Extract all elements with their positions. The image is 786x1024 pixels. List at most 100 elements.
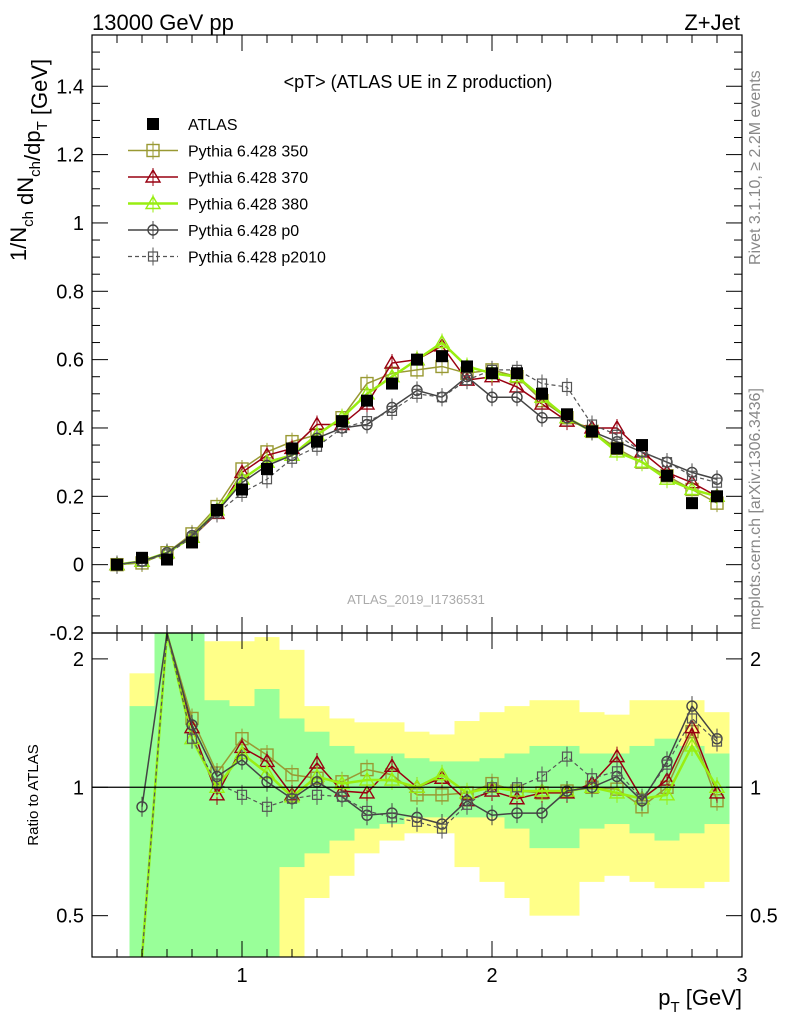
upper-ylabel-part: /dp — [20, 130, 45, 161]
upper-point-atlas — [561, 408, 573, 421]
upper-point-atlas — [511, 367, 523, 380]
upper-point-p2010 — [686, 470, 698, 481]
upper-point-atlas — [686, 497, 698, 510]
ratio-point-p380 — [433, 766, 451, 781]
ratio-point-p2010 — [211, 778, 223, 789]
upper-point-atlas — [361, 394, 373, 407]
upper-point-p0 — [536, 412, 548, 424]
upper-point-atlas — [236, 483, 248, 496]
upper-point-p380 — [433, 334, 451, 349]
legend: ATLAS Pythia 6.428 350 Pythia 6.428 370 Pyt… — [128, 117, 326, 267]
upper-point-p2010 — [711, 477, 723, 488]
ratio-point-p2010 — [261, 801, 273, 812]
upper-point-p380 — [683, 481, 701, 496]
upper-ytick-label: 1.4 — [56, 76, 84, 98]
legend-marker-p0 — [147, 224, 159, 236]
ratio-panel-series — [136, 633, 726, 957]
upper-ytick-label: 0 — [73, 555, 84, 577]
ratio-ylabel: Ratio to ATLAS — [25, 744, 42, 845]
ratio-point-p380 — [358, 771, 376, 786]
upper-point-atlas — [536, 387, 548, 400]
ratio-point-p0 — [511, 807, 523, 819]
upper-point-p2010 — [611, 429, 623, 440]
legend-marker-p380 — [144, 195, 162, 210]
ratio-point-p0 — [561, 785, 573, 797]
upper-point-p2010 — [661, 457, 673, 468]
ratio-ytick-label: 0.5 — [56, 906, 84, 928]
upper-ytick-label: -0.2 — [50, 623, 84, 645]
ratio-point-p370 — [358, 784, 376, 799]
ratio-point-p2010 — [186, 733, 198, 744]
upper-point-atlas — [611, 442, 623, 455]
ratio-point-p2010 — [661, 759, 673, 770]
ratio-point-p380 — [683, 737, 701, 752]
upper-point-atlas — [636, 439, 648, 452]
ratio-point-p2010 — [461, 799, 473, 810]
upper-point-atlas — [586, 425, 598, 438]
upper-point-atlas — [211, 503, 223, 516]
legend-marker-atlas — [147, 118, 159, 130]
upper-point-atlas — [311, 435, 323, 448]
ratio-point-p380 — [408, 778, 426, 793]
upper-ytick-label: 0.8 — [56, 281, 84, 303]
ratio-point-p380 — [383, 771, 401, 786]
ratio-xtick-label: 2 — [486, 965, 497, 987]
ratio-xtick-label: 3 — [736, 965, 747, 987]
upper-point-atlas — [386, 377, 398, 390]
ratio-point-p370 — [683, 719, 701, 734]
upper-ylabel-part: ch — [27, 161, 44, 177]
upper-ytick-label: 0.2 — [56, 486, 84, 508]
upper-ylabel-part: ch — [20, 211, 37, 227]
ratio-point-p2010 — [636, 793, 648, 804]
xlabel-part: [GeV] — [680, 985, 742, 1010]
ratio-point-p2010 — [711, 736, 723, 747]
upper-point-p2010 — [461, 375, 473, 386]
ratio-point-p2010 — [286, 793, 298, 804]
legend-label-p0: Pythia 6.428 p0 — [188, 223, 299, 240]
legend-label-atlas: ATLAS — [188, 117, 238, 134]
legend-label-p380: Pythia 6.428 380 — [188, 197, 308, 214]
ratio-ytick-label-right: 1 — [750, 777, 761, 799]
ratio-point-p0 — [536, 807, 548, 819]
upper-point-atlas — [136, 551, 148, 564]
upper-point-p2010 — [561, 381, 573, 393]
upper-ytick-label: 0.6 — [56, 350, 84, 372]
ratio-xtick-label: 1 — [236, 965, 247, 987]
upper-point-atlas — [286, 442, 298, 455]
rivet-label: Rivet 3.1.10, ≥ 2.2M events — [747, 70, 764, 265]
upper-point-atlas — [461, 360, 473, 373]
band-inner-bin — [254, 688, 280, 957]
header-right: Z+Jet — [684, 10, 740, 35]
ratio-ytick-label: 2 — [73, 649, 84, 671]
upper-point-atlas — [186, 536, 198, 549]
upper-point-atlas — [436, 350, 448, 363]
upper-ytick-label: 1 — [73, 213, 84, 235]
ratio-point-p2010 — [611, 766, 623, 777]
ratio-point-p370 — [208, 786, 226, 801]
xlabel: pT [GeV] — [658, 985, 742, 1016]
upper-point-atlas — [486, 367, 498, 380]
upper-point-p0 — [486, 391, 498, 403]
ratio-ytick-label-right: 2 — [750, 649, 761, 671]
plot-title: <pT> (ATLAS UE in Z production) — [284, 72, 553, 92]
upper-point-atlas — [661, 469, 673, 482]
ratio-point-p350 — [285, 768, 299, 782]
upper-point-p2010 — [436, 392, 448, 403]
ratio-point-p380 — [608, 784, 626, 799]
ratio-point-p2010 — [561, 751, 573, 762]
legend-label-p350: Pythia 6.428 350 — [188, 144, 308, 161]
upper-point-p2010 — [361, 416, 373, 427]
ratio-point-p380 — [533, 782, 551, 797]
ratio-point-p2010 — [336, 791, 348, 802]
ratio-point-p2010 — [536, 771, 548, 782]
ratio-point-p350 — [435, 788, 449, 802]
legend-marker-p370 — [144, 168, 162, 183]
upper-point-p380 — [633, 453, 651, 468]
ratio-point-p2010 — [386, 812, 398, 823]
ratio-point-p2010 — [236, 789, 248, 800]
band-inner-bin — [154, 633, 180, 957]
legend-marker-p2010 — [147, 251, 159, 262]
upper-ylabel-part: dN — [13, 177, 38, 211]
ratio-point-p2010 — [361, 805, 373, 817]
